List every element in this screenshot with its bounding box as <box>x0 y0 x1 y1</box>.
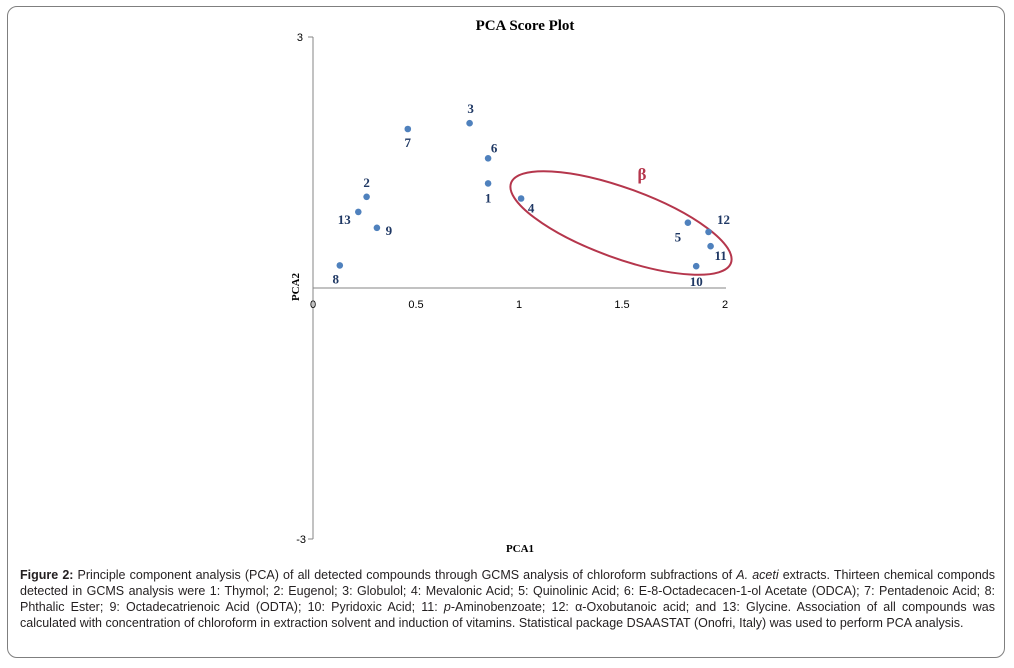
data-point-9 <box>373 224 381 232</box>
data-label-2: 2 <box>363 175 370 190</box>
data-label-12: 12 <box>717 212 730 227</box>
beta-group-label: β <box>638 165 647 184</box>
figure-caption: Figure 2: Principle component analysis (… <box>20 567 995 631</box>
data-point-6 <box>484 155 492 162</box>
caption-label: Figure 2: <box>20 568 74 582</box>
x-tick-label: 1 <box>516 299 522 311</box>
caption-italic-p: p <box>443 600 451 614</box>
data-point-7 <box>404 125 412 133</box>
data-label-4: 4 <box>528 201 535 216</box>
x-tick-label: 0.5 <box>408 299 423 311</box>
data-point-4 <box>517 195 525 202</box>
caption-text: extracts. Thirteen chemical componds det… <box>20 568 995 614</box>
figure-frame <box>7 6 1005 658</box>
x-tick-label: 2 <box>722 299 728 311</box>
data-label-7: 7 <box>405 135 412 150</box>
caption-text: Principle component analysis (PCA) of al… <box>73 568 737 582</box>
data-label-10: 10 <box>690 274 703 289</box>
data-point-1 <box>484 180 492 187</box>
data-label-13: 13 <box>338 212 352 227</box>
data-label-11: 11 <box>714 248 726 263</box>
x-tick-label: 0 <box>310 299 316 311</box>
pca-score-plot: PCA Score Plot 3 -3 0 0.5 1 1.5 2 PCA1 P… <box>290 18 733 555</box>
caption-species: A. aceti <box>736 568 779 582</box>
data-points <box>336 119 714 270</box>
data-point-13 <box>355 208 362 216</box>
y-tick-label: 3 <box>297 32 303 44</box>
data-point-8 <box>336 262 344 269</box>
data-point-3 <box>466 119 473 127</box>
chart-title: PCA Score Plot <box>476 18 575 34</box>
data-label-1: 1 <box>485 190 492 205</box>
data-label-6: 6 <box>491 140 498 155</box>
data-label-9: 9 <box>386 223 393 238</box>
data-label-3: 3 <box>467 101 474 116</box>
beta-group-ellipse <box>509 170 733 276</box>
y-axis-label: PCA2 <box>290 272 302 301</box>
x-axis-label: PCA1 <box>506 543 534 555</box>
data-label-8: 8 <box>333 271 340 286</box>
data-point-12 <box>705 228 712 236</box>
data-point-11 <box>707 242 714 250</box>
caption-text: -Aminobenzoate; 12: α-Oxobutanoic acid; … <box>20 600 995 630</box>
data-point-10 <box>692 262 700 270</box>
x-tick-label: 1.5 <box>614 299 629 311</box>
data-point-2 <box>363 193 370 201</box>
data-label-5: 5 <box>675 230 682 245</box>
data-point-5 <box>684 219 692 226</box>
y-tick-label: -3 <box>296 534 306 546</box>
